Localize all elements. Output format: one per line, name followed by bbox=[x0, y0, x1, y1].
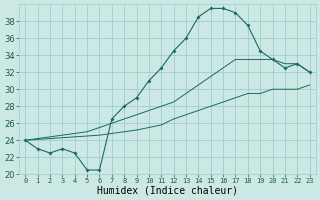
X-axis label: Humidex (Indice chaleur): Humidex (Indice chaleur) bbox=[97, 186, 238, 196]
